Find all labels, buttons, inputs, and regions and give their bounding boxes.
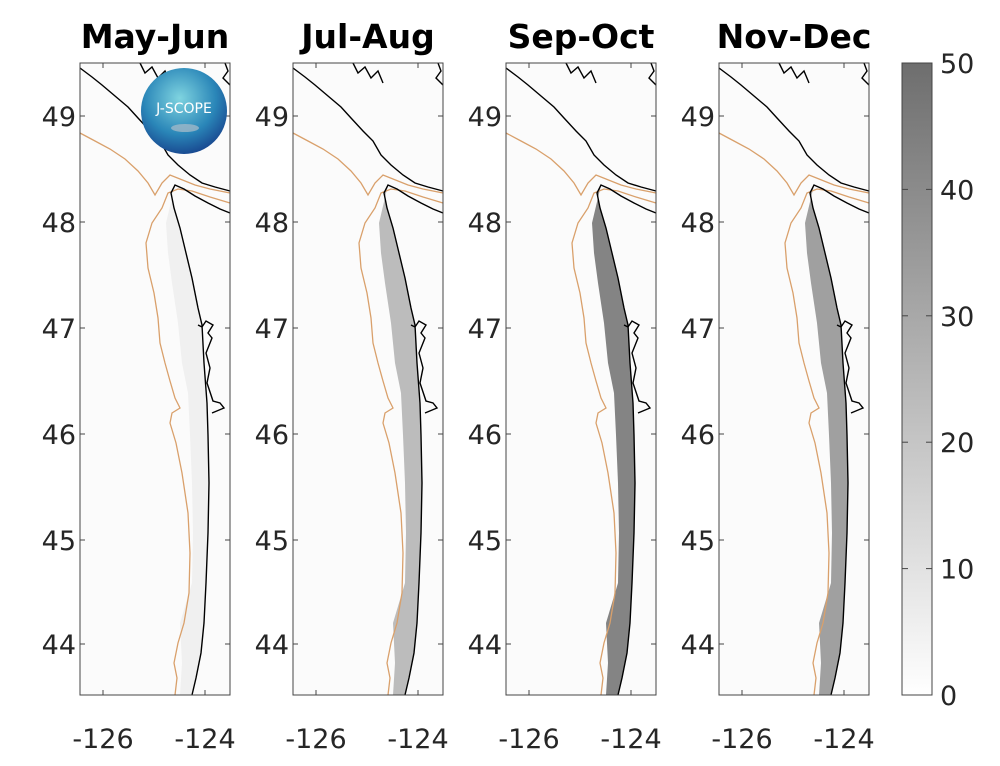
shelf-shading xyxy=(379,185,422,695)
jscope-logo: J-SCOPE xyxy=(141,68,227,154)
shelf-shading xyxy=(592,185,635,695)
y-tick-label: 46 xyxy=(42,420,76,451)
y-tick-label: 48 xyxy=(468,208,502,239)
y-tick-label: 44 xyxy=(468,630,502,661)
axes-box xyxy=(718,62,870,696)
y-tick-label: 44 xyxy=(255,630,289,661)
isobath-contour xyxy=(718,132,870,696)
y-tick-label: 45 xyxy=(255,526,289,557)
y-tick-label: 47 xyxy=(255,314,289,345)
y-tick-label: 45 xyxy=(468,526,502,557)
map-panel-4: Nov-Dec 49 48 47 46 45 44 -126 -124 xyxy=(681,17,875,755)
panel-title: Jul-Aug xyxy=(299,17,434,56)
y-tick-label: 49 xyxy=(255,102,289,133)
x-tick-label: -124 xyxy=(600,724,661,755)
panel-title: Sep-Oct xyxy=(508,17,655,56)
axes-box xyxy=(79,62,231,696)
colorbar-tick-label: 0 xyxy=(940,681,957,712)
y-tick-label: 44 xyxy=(681,630,715,661)
x-tick-label: -126 xyxy=(72,724,133,755)
y-tick-label: 44 xyxy=(42,630,76,661)
y-tick-label: 47 xyxy=(42,314,76,345)
x-tick-label: -126 xyxy=(711,724,772,755)
shelf-shading xyxy=(166,185,209,695)
y-tick-label: 48 xyxy=(681,208,715,239)
coastline xyxy=(292,62,444,696)
x-tick-label: -126 xyxy=(285,724,346,755)
x-tick-label: -124 xyxy=(813,724,874,755)
y-tick-label: 46 xyxy=(681,420,715,451)
map-panel-2: Jul-Aug 49 48 47 46 45 44 -126 -124 xyxy=(255,17,449,755)
map-panel-1: May-Jun 49 48 47 46 45 44 -126 -124 xyxy=(42,17,236,755)
coastline xyxy=(718,62,870,696)
shelf-shading xyxy=(805,185,848,695)
x-tick-label: -124 xyxy=(387,724,448,755)
colorbar-tick-label: 30 xyxy=(940,302,974,333)
y-tick-label: 47 xyxy=(468,314,502,345)
colorbar-tick-label: 20 xyxy=(940,428,974,459)
y-tick-label: 46 xyxy=(255,420,289,451)
x-tick-label: -124 xyxy=(174,724,235,755)
panel-title: Nov-Dec xyxy=(717,17,872,56)
y-tick-label: 49 xyxy=(42,102,76,133)
y-tick-label: 46 xyxy=(468,420,502,451)
isobath-contour xyxy=(79,132,231,696)
panel-title: May-Jun xyxy=(81,17,230,56)
y-tick-label: 47 xyxy=(681,314,715,345)
map-panel-3: Sep-Oct 49 48 47 46 45 44 -126 -124 xyxy=(468,17,662,755)
x-tick-label: -126 xyxy=(498,724,559,755)
colorbar: 50 40 30 20 10 0 xyxy=(901,49,974,712)
isobath-contour xyxy=(292,132,444,696)
colorbar-scale xyxy=(901,62,933,696)
y-tick-label: 48 xyxy=(255,208,289,239)
y-tick-label: 45 xyxy=(42,526,76,557)
y-tick-label: 49 xyxy=(468,102,502,133)
colorbar-tick-label: 40 xyxy=(940,175,974,206)
isobath-contour xyxy=(505,132,657,696)
axes-box xyxy=(292,62,444,696)
colorbar-tick-label: 10 xyxy=(940,555,974,586)
colorbar-tick-label: 50 xyxy=(940,49,974,80)
y-tick-label: 48 xyxy=(42,208,76,239)
y-tick-label: 45 xyxy=(681,526,715,557)
coastline xyxy=(505,62,657,696)
axes-box xyxy=(505,62,657,696)
svg-text:J-SCOPE: J-SCOPE xyxy=(155,101,212,117)
y-tick-label: 49 xyxy=(681,102,715,133)
